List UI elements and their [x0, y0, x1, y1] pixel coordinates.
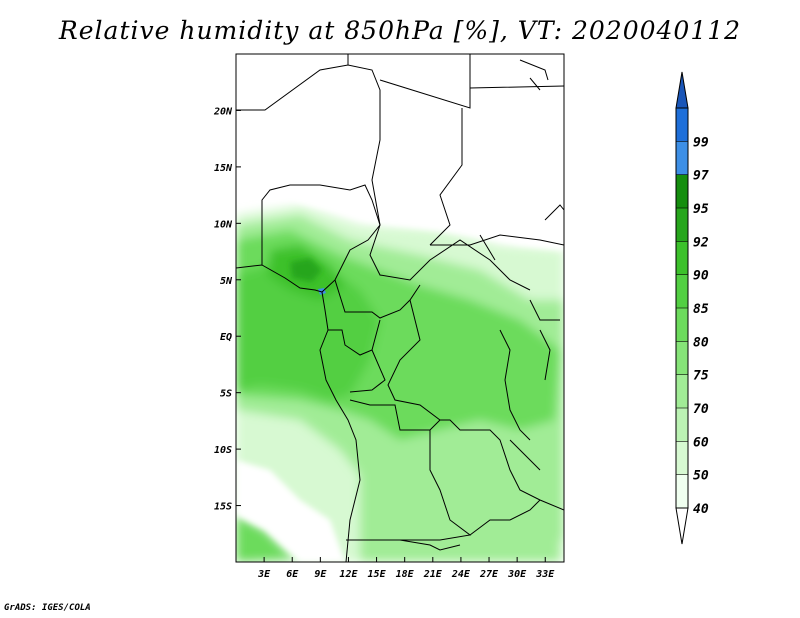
- map-frame: [235, 53, 565, 563]
- colorbar-segment: [676, 274, 688, 308]
- colorbar-label: 90: [693, 269, 709, 284]
- colorbar-segment: [676, 341, 688, 375]
- boundary-car: [369, 224, 531, 291]
- colorbar-label: 99: [693, 135, 709, 150]
- rh-region-south-70: [360, 455, 560, 562]
- boundary-gabon-congo: [328, 319, 386, 393]
- boundary-niger-chad: [236, 64, 381, 226]
- lon-tick-label: 27E: [479, 569, 499, 580]
- colorbar-label: 70: [693, 402, 709, 417]
- credit-text: GrADS: IGES/COLA: [4, 603, 91, 613]
- humidity-field: [236, 54, 564, 562]
- lon-tick-label: 30E: [507, 569, 527, 580]
- colorbar-segment: [676, 241, 688, 275]
- lon-tick-label: 24E: [451, 569, 471, 580]
- map-panel: [235, 53, 565, 563]
- lat-tick-label: 20N: [213, 106, 233, 117]
- colorbar-label: 95: [693, 202, 709, 217]
- lat-tick-label: 10N: [214, 219, 233, 230]
- lon-tick-label: 21E: [423, 569, 443, 580]
- lat-tick-label: EQ: [220, 332, 232, 343]
- lat-tick-label: 5S: [220, 389, 232, 400]
- rh-region-dry-north: [236, 54, 564, 250]
- colorbar-segment: [676, 174, 688, 208]
- boundary-east-lakes: [499, 299, 560, 471]
- lat-tick-label: 5N: [220, 276, 233, 287]
- colorbar-top-arrow: [675, 71, 689, 109]
- colorbar-label: 85: [693, 302, 709, 317]
- boundary-chad-sudan: [429, 108, 463, 246]
- colorbar-segment: [676, 208, 688, 242]
- boundary-nigeria: [261, 184, 381, 293]
- lon-tick-label: 3E: [257, 569, 271, 580]
- lon-tick-label: 6E: [286, 569, 299, 580]
- boundary-east-misc: [479, 59, 564, 261]
- lon-tick-label: 15E: [368, 569, 387, 580]
- colorbar-label: 75: [693, 369, 709, 384]
- colorbar-segment: [676, 141, 688, 175]
- boundary-libya-sudan: [347, 54, 564, 109]
- boundary-angola: [349, 399, 472, 541]
- colorbar-segment: [676, 308, 688, 342]
- lon-tick-label: 12E: [339, 569, 358, 580]
- lon-tick-label: 9E: [314, 569, 327, 580]
- colorbar-label: 50: [693, 469, 709, 484]
- latitude-axis: 20N 15N 10N 5N EQ 5S 10S 15S: [213, 106, 241, 513]
- lat-tick-label: 10S: [214, 445, 232, 456]
- rh-region-sw-80: [236, 515, 295, 562]
- colorbar-segment: [676, 108, 688, 142]
- lat-tick-label: 15S: [214, 502, 232, 513]
- boundary-drc: [387, 299, 564, 511]
- colorbar-segment: [676, 374, 688, 408]
- boundary-zambia: [469, 499, 541, 536]
- lon-tick-label: 33E: [535, 569, 555, 580]
- colorbar-label: 60: [693, 435, 709, 450]
- longitude-axis: 3E 6E 9E 12E 15E 18E 21E 24E 27E 30E 33E: [257, 557, 555, 580]
- colorbar-label: 80: [693, 335, 709, 350]
- colorbar-label: 97: [693, 169, 709, 184]
- colorbar-label: 40: [693, 502, 709, 517]
- boundary-sudan-south: [430, 234, 564, 246]
- coastline-west-africa: [236, 264, 361, 562]
- colorbar-frame: [675, 107, 689, 509]
- boundary-namibia: [346, 539, 461, 551]
- colorbar-segment: [676, 408, 688, 442]
- colorbar-segment: [676, 441, 688, 475]
- lat-tick-label: 15N: [214, 163, 233, 174]
- colorbar-segment: [676, 474, 688, 508]
- rh-region-92: [290, 258, 322, 282]
- colorbar-bottom-arrow: [675, 507, 689, 545]
- rh-region-dry-sw: [236, 460, 345, 562]
- colorbar-label: 92: [693, 235, 709, 250]
- rh-region-85: [236, 262, 380, 400]
- map-title: Relative humidity at 850hPa [%], VT: 202…: [58, 16, 742, 45]
- country-boundaries: [236, 54, 564, 562]
- lon-tick-label: 18E: [396, 569, 415, 580]
- colorbar: 40 50 60 70 75 80 85 90 92 95 97 99: [675, 71, 709, 545]
